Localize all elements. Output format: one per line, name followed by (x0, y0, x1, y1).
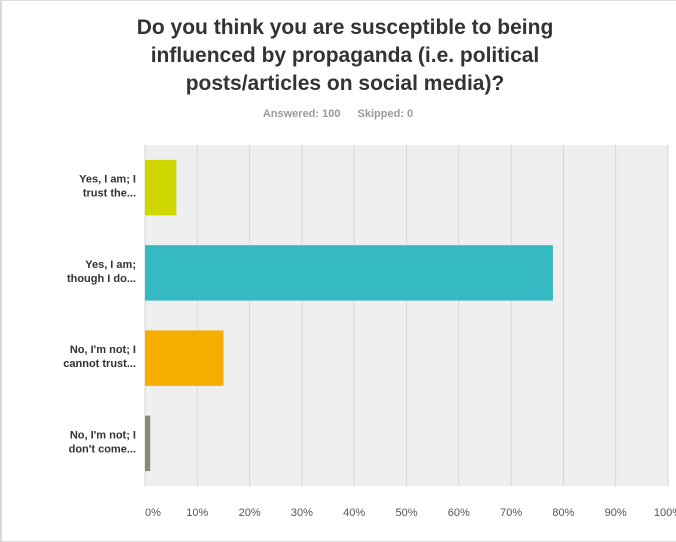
chart-title: Do you think you are susceptible to bein… (136, 16, 554, 95)
response-counts: Answered: 100 Skipped: 0 (0, 108, 676, 120)
x-tick-label: 30% (291, 507, 313, 519)
x-tick-label: 40% (343, 507, 365, 519)
x-tick-label: 100% (654, 507, 676, 519)
category-label: don't come... (69, 443, 136, 455)
category-label: No, I'm not; I (70, 429, 136, 441)
category-label: Yes, I am; (85, 259, 136, 271)
category-label: though I do... (67, 273, 136, 285)
x-tick-label: 90% (605, 507, 627, 519)
category-label: cannot trust... (63, 358, 136, 370)
x-tick-label: 80% (552, 507, 574, 519)
category-label: Yes, I am; I (79, 174, 136, 186)
category-label: No, I'm not; I (70, 344, 136, 356)
x-tick-label: 70% (500, 507, 522, 519)
answered-count: Answered: 100 (262, 108, 341, 120)
x-tick-label: 20% (239, 507, 261, 519)
bar (145, 415, 151, 472)
x-tick-label: 10% (186, 507, 208, 519)
skipped-count: Skipped: 0 (357, 108, 414, 120)
bar (145, 245, 553, 301)
x-tick-label: 60% (448, 507, 470, 519)
category-label: trust the... (83, 188, 136, 200)
bar (145, 330, 224, 386)
x-tick-label: 0% (145, 507, 161, 519)
bar (145, 159, 177, 216)
x-tick-label: 50% (395, 507, 417, 519)
